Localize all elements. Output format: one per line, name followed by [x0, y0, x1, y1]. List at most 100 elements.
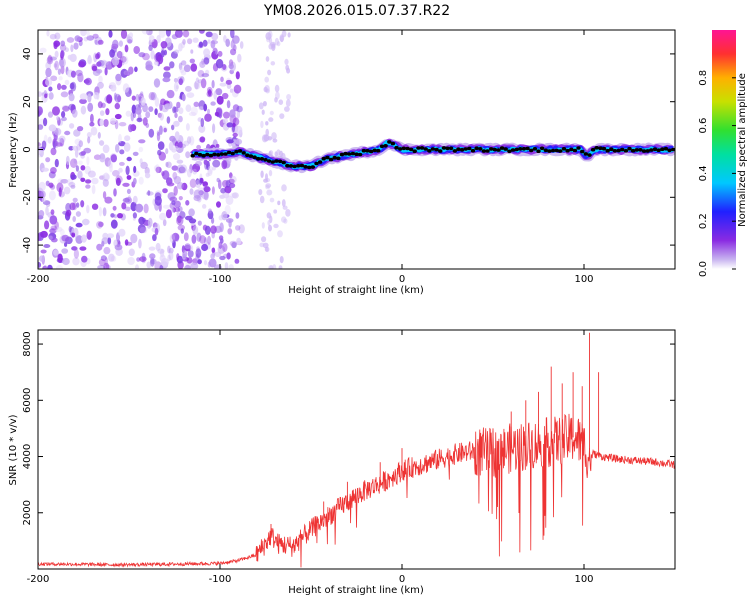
noise-blob — [222, 243, 228, 252]
noise-blob — [186, 92, 195, 98]
noise-blob — [38, 142, 41, 147]
trace-point — [299, 163, 305, 168]
noise-blob — [87, 56, 93, 65]
trace-point — [317, 160, 323, 164]
noise-blob — [38, 210, 45, 218]
noise-blob — [201, 243, 209, 252]
noise-blob — [192, 37, 199, 43]
trace-point — [510, 148, 516, 152]
noise-blob — [60, 179, 69, 184]
noise-blob — [65, 202, 72, 212]
noise-blob — [154, 97, 160, 107]
noise-blob — [107, 159, 113, 169]
noise-blob — [163, 71, 171, 79]
noise-blob — [166, 161, 172, 169]
noise-blob — [101, 240, 105, 247]
noise-blob — [38, 181, 46, 192]
noise-blob — [178, 196, 183, 201]
noise-blob — [78, 140, 84, 148]
noise-blob — [236, 109, 241, 119]
noise-blob — [147, 190, 151, 196]
noise-blob — [199, 136, 206, 143]
noise-blob — [286, 94, 292, 100]
noise-blob — [46, 30, 50, 37]
noise-blob — [195, 248, 202, 258]
noise-blob — [207, 108, 210, 115]
noise-blob — [274, 97, 278, 103]
noise-blob — [173, 120, 180, 127]
noise-blob — [236, 105, 243, 113]
noise-blob — [218, 235, 224, 241]
noise-blob — [263, 86, 268, 93]
noise-blob — [136, 117, 143, 123]
noise-blob — [91, 184, 96, 195]
trace-point — [463, 147, 468, 151]
noise-blob — [112, 39, 119, 50]
noise-blob — [61, 111, 66, 118]
trace-point — [285, 163, 290, 168]
noise-blob — [52, 140, 57, 150]
noise-blob — [77, 72, 84, 83]
noise-blob — [128, 248, 135, 257]
noise-blob — [60, 40, 66, 47]
noise-blob — [262, 242, 269, 249]
noise-blob — [193, 101, 200, 108]
noise-blob — [132, 195, 138, 204]
noise-blob — [43, 244, 51, 248]
noise-blob — [221, 211, 228, 221]
noise-blob — [212, 159, 221, 168]
noise-blob — [211, 32, 219, 41]
noise-blob — [220, 76, 224, 83]
noise-blob — [202, 39, 208, 47]
noise-blob — [201, 73, 210, 78]
noise-blob — [123, 70, 132, 76]
noise-blob — [215, 143, 220, 149]
noise-blob — [267, 69, 272, 76]
noise-blob — [87, 93, 92, 103]
noise-blob — [58, 57, 66, 68]
noise-blob — [279, 256, 284, 264]
noise-blob — [268, 224, 272, 232]
noise-blob — [157, 55, 163, 63]
noise-blob — [80, 105, 87, 115]
noise-blob — [168, 247, 174, 254]
noise-blob — [222, 64, 227, 70]
noise-blob — [165, 161, 169, 168]
noise-blob — [190, 49, 194, 54]
noise-blob — [74, 148, 79, 158]
noise-blob — [138, 216, 145, 225]
noise-blob — [224, 185, 232, 194]
snr-panel: -200 -100 0 100 2000 4000 6000 8000 Height of … — [8, 329, 676, 596]
noise-blob — [111, 57, 120, 66]
noise-blob — [48, 86, 53, 92]
noise-blob — [80, 150, 87, 156]
noise-blob — [265, 56, 270, 62]
noise-blob — [185, 85, 192, 92]
noise-blob — [141, 252, 146, 261]
noise-blob — [172, 239, 176, 249]
noise-blob — [134, 66, 138, 73]
noise-blob — [87, 102, 94, 113]
colorbar: 0.0 0.2 0.4 0.6 0.8 Normalized spectral ampl… — [698, 30, 748, 277]
noise-blob — [173, 176, 182, 184]
noise-blob — [47, 136, 52, 144]
noise-blob — [90, 113, 94, 124]
noise-blob — [61, 84, 67, 90]
noise-blob — [204, 225, 211, 235]
trace-point — [434, 147, 439, 152]
noise-blob — [219, 255, 226, 261]
trace-point — [470, 148, 476, 153]
noise-blob — [96, 243, 103, 251]
noise-blob — [60, 91, 69, 98]
noise-blob — [69, 82, 75, 90]
noise-blob — [278, 265, 283, 269]
noise-blob — [59, 58, 64, 67]
trace-point — [274, 159, 279, 163]
noise-blob — [171, 165, 179, 171]
noise-blob — [230, 39, 236, 50]
noise-blob — [102, 232, 109, 240]
noise-blob — [173, 200, 181, 208]
noise-blob — [200, 78, 207, 89]
noise-blob — [198, 106, 205, 111]
noise-blob — [59, 44, 67, 52]
